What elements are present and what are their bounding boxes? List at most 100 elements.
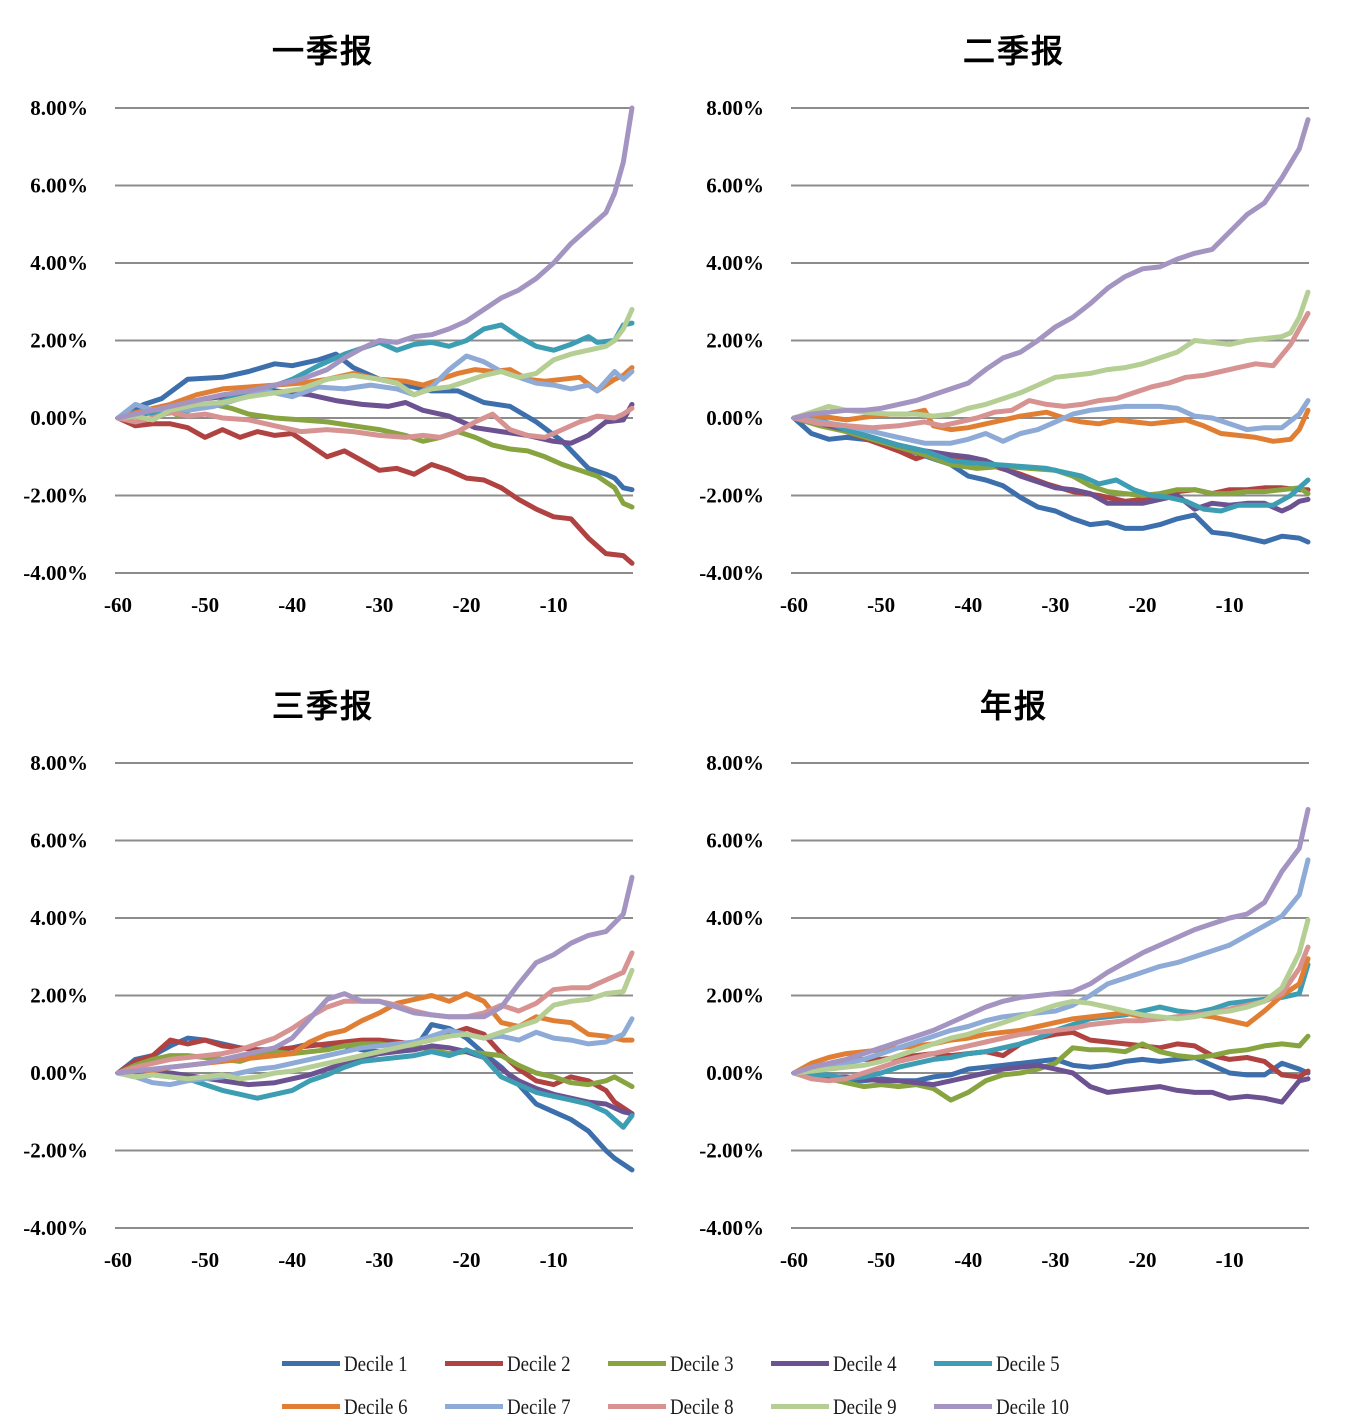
series-line-decile-9: [115, 307, 635, 423]
legend-item-decile-10: Decile 10: [934, 1394, 1097, 1420]
y-tick-label: -4.00%: [23, 1216, 88, 1240]
legend-swatch: [608, 1404, 666, 1409]
y-tick-label: 4.00%: [706, 906, 764, 930]
x-tick-label: -60: [780, 593, 808, 617]
y-tick-label: 0.00%: [706, 406, 764, 430]
series-line-decile-7: [791, 857, 1311, 1076]
y-tick-label: 6.00%: [30, 174, 88, 198]
x-tick-label: -50: [867, 593, 895, 617]
legend-label: Decile 10: [996, 1393, 1070, 1419]
y-tick-label: 8.00%: [30, 96, 88, 120]
series-line-decile-8: [791, 310, 1311, 431]
x-tick-label: -20: [1128, 1248, 1156, 1272]
x-tick-label: -10: [540, 1248, 568, 1272]
y-tick-label: 6.00%: [706, 829, 764, 853]
legend-row: Decile 1 Decile 2 Decile 3 Decile 4 Deci…: [282, 1342, 1102, 1385]
chart-panel-q1: 一季报 8.00% 6.00% 4.00% 2.00% 0.00% -2.00% -4.00…: [0, 0, 676, 655]
series-line-decile-10: [115, 874, 635, 1076]
legend-swatch: [445, 1361, 503, 1366]
x-tick-label: -30: [365, 1248, 393, 1272]
legend-item-decile-4: Decile 4: [771, 1351, 934, 1377]
series-line-decile-10: [791, 807, 1311, 1076]
chart-title: 年报: [979, 687, 1048, 725]
y-tick-label: 4.00%: [30, 251, 88, 275]
x-tick-label: -50: [191, 593, 219, 617]
series-line-decile-3: [115, 401, 635, 510]
legend-item-decile-9: Decile 9: [771, 1394, 934, 1420]
legend-swatch: [282, 1361, 340, 1366]
x-tick-label: -20: [452, 1248, 480, 1272]
legend-item-decile-3: Decile 3: [608, 1351, 771, 1377]
x-tick-label: -50: [867, 1248, 895, 1272]
chart-title: 二季报: [962, 32, 1065, 70]
x-tick-label: -40: [954, 1248, 982, 1272]
x-tick-label: -40: [278, 593, 306, 617]
y-tick-label: 8.00%: [30, 751, 88, 775]
x-tick-label: -40: [278, 1248, 306, 1272]
series-line-decile-7: [115, 353, 635, 421]
x-tick-label: -10: [540, 593, 568, 617]
y-tick-label: 4.00%: [30, 906, 88, 930]
x-tick-label: -10: [1216, 593, 1244, 617]
legend-item-decile-2: Decile 2: [445, 1351, 608, 1377]
series-line-decile-5: [115, 1047, 635, 1130]
y-tick-label: 6.00%: [706, 174, 764, 198]
legend-swatch: [771, 1404, 829, 1409]
legend-swatch: [445, 1404, 503, 1409]
series-line-decile-4: [791, 1062, 1311, 1105]
y-tick-label: -2.00%: [699, 1139, 764, 1163]
series-line-decile-3: [791, 1033, 1311, 1103]
legend-label: Decile 8: [670, 1393, 734, 1419]
series-line-decile-5: [791, 415, 1311, 514]
legend-item-decile-7: Decile 7: [445, 1394, 608, 1420]
y-tick-label: 6.00%: [30, 829, 88, 853]
chart-panel-q3: 三季报 8.00% 6.00% 4.00% 2.00% 0.00% -2.00% -4.00…: [0, 655, 676, 1310]
series-line-decile-10: [115, 105, 635, 421]
series-line-decile-9: [115, 967, 635, 1082]
x-tick-label: -60: [780, 1248, 808, 1272]
legend-label: Decile 9: [833, 1393, 897, 1419]
series-line-decile-9: [791, 289, 1311, 421]
x-tick-label: -30: [1041, 1248, 1069, 1272]
chart-title: 三季报: [271, 687, 374, 725]
y-tick-label: 2.00%: [30, 329, 88, 353]
y-tick-label: 8.00%: [706, 751, 764, 775]
x-tick-label: -30: [1041, 593, 1069, 617]
x-tick-label: -50: [191, 1248, 219, 1272]
y-tick-label: -4.00%: [23, 561, 88, 585]
y-tick-label: 2.00%: [706, 329, 764, 353]
series-line-decile-6: [115, 365, 635, 421]
legend-label: Decile 7: [507, 1393, 571, 1419]
legend-swatch: [771, 1361, 829, 1366]
y-tick-label: -4.00%: [699, 1216, 764, 1240]
legend-label: Decile 1: [344, 1350, 408, 1376]
legend-label: Decile 2: [507, 1350, 571, 1376]
legend-swatch: [282, 1404, 340, 1409]
chart-panel-q2: 二季报 8.00% 6.00% 4.00% 2.00% 0.00% -2.00% -4.00…: [676, 0, 1352, 655]
legend-swatch: [934, 1361, 992, 1366]
series-line-decile-2: [115, 415, 635, 566]
series-line-decile-8: [115, 405, 635, 440]
x-tick-label: -10: [1216, 1248, 1244, 1272]
legend-item-decile-1: Decile 1: [282, 1351, 445, 1377]
series-line-decile-2: [115, 1025, 635, 1117]
legend-label: Decile 3: [670, 1350, 734, 1376]
y-tick-label: 2.00%: [706, 984, 764, 1008]
x-tick-label: -60: [104, 1248, 132, 1272]
line-chart-q2: 8.00% 6.00% 4.00% 2.00% 0.00% -2.00% -4.00% -60…: [699, 96, 1311, 617]
line-chart-q3: 8.00% 6.00% 4.00% 2.00% 0.00% -2.00% -4.00% -60…: [23, 751, 635, 1272]
x-tick-label: -30: [365, 593, 393, 617]
y-tick-label: 0.00%: [30, 406, 88, 430]
legend-label: Decile 5: [996, 1350, 1060, 1376]
y-tick-label: -2.00%: [23, 1139, 88, 1163]
legend-row: Decile 6 Decile 7 Decile 8 Decile 9 Deci…: [282, 1385, 1102, 1428]
legend-item-decile-5: Decile 5: [934, 1351, 1097, 1377]
x-tick-label: -20: [1128, 593, 1156, 617]
chart-legend: Decile 1 Decile 2 Decile 3 Decile 4 Deci…: [282, 1342, 1102, 1428]
line-chart-annual: 8.00% 6.00% 4.00% 2.00% 0.00% -2.00% -4.00% -60…: [699, 751, 1311, 1272]
y-tick-label: -2.00%: [23, 484, 88, 508]
legend-label: Decile 4: [833, 1350, 897, 1376]
y-tick-label: 4.00%: [706, 251, 764, 275]
x-tick-label: -20: [452, 593, 480, 617]
x-tick-label: -40: [954, 593, 982, 617]
